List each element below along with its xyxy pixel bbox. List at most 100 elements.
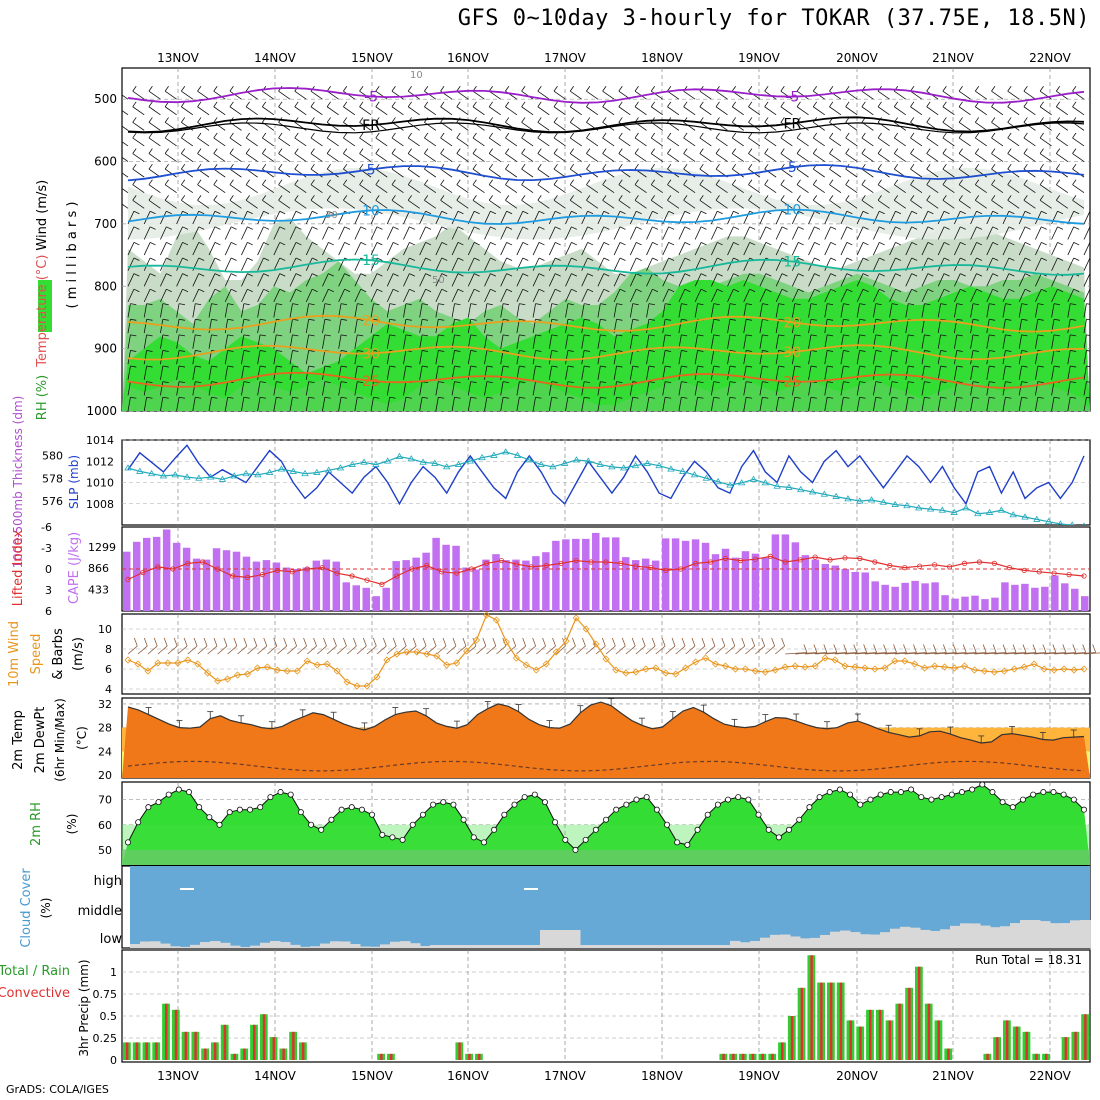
wind-barb bbox=[500, 303, 504, 318]
rh-point bbox=[440, 799, 447, 806]
wind-barb bbox=[667, 199, 680, 209]
wind-barb-flag bbox=[960, 210, 966, 215]
wind-barb bbox=[456, 153, 469, 162]
wind-barb-flag bbox=[324, 334, 331, 337]
wind-barb bbox=[937, 226, 945, 240]
wind-barb bbox=[532, 242, 540, 256]
wind-barb-flag bbox=[618, 148, 623, 154]
surface-wind-barb bbox=[227, 645, 238, 655]
wind-barb bbox=[419, 303, 423, 318]
wind-barb-flag bbox=[586, 179, 591, 185]
wind-barb bbox=[289, 397, 293, 411]
wind-barb bbox=[127, 273, 135, 287]
wind-barb bbox=[958, 199, 971, 209]
wind-barb bbox=[759, 211, 767, 225]
wind-barb bbox=[310, 106, 323, 116]
wind-barb-flag bbox=[602, 86, 607, 92]
credit-text: GrADS: COLA/IGES bbox=[6, 1083, 109, 1096]
wind-barb-flag bbox=[308, 303, 315, 306]
wind-barb-flag bbox=[891, 303, 898, 306]
wind-barb bbox=[213, 137, 226, 147]
wind-barb bbox=[732, 184, 744, 194]
surface-wind-barb bbox=[287, 645, 297, 655]
wind-barb-flag bbox=[829, 86, 834, 92]
li-point bbox=[767, 553, 773, 560]
li-tick: -3 bbox=[41, 542, 52, 555]
wind-barb bbox=[678, 257, 686, 271]
wind-barb-flag bbox=[360, 242, 367, 246]
low-cloud-bar bbox=[210, 941, 221, 948]
wind-barb-flag bbox=[247, 273, 253, 277]
wind-barb-flag bbox=[908, 303, 915, 306]
surface-wind-barb-flag bbox=[803, 644, 808, 653]
wind-barb-flag bbox=[195, 303, 202, 306]
thickness-point bbox=[714, 477, 722, 485]
wind-barb-flag bbox=[537, 148, 542, 154]
rh-point bbox=[389, 834, 396, 841]
wind-barb-flag bbox=[814, 273, 821, 277]
wind-barb bbox=[407, 137, 420, 147]
wind-barb-flag bbox=[924, 350, 931, 352]
wind-speed-point bbox=[562, 637, 570, 645]
wind-barb bbox=[273, 397, 277, 411]
wind-barb bbox=[148, 199, 161, 209]
cape-bar bbox=[332, 561, 341, 611]
wind-barb-flag bbox=[699, 101, 704, 107]
wind-barb bbox=[278, 153, 291, 162]
rh-point bbox=[196, 804, 203, 811]
wind-barb bbox=[1023, 153, 1036, 162]
wind-barb bbox=[856, 289, 864, 303]
wind-barb-flag bbox=[279, 257, 286, 261]
wind-barb bbox=[257, 397, 261, 411]
wind-barb-flag bbox=[699, 179, 704, 185]
wind-barb-flag bbox=[697, 365, 704, 368]
wind-barb bbox=[958, 137, 971, 147]
low-cloud-bar bbox=[740, 942, 751, 948]
isotherm-line bbox=[127, 87, 1085, 104]
surface-wind-barb bbox=[177, 645, 188, 655]
wind-barb-flag bbox=[245, 148, 250, 154]
wind-barb-flag bbox=[166, 257, 172, 261]
li-point bbox=[588, 559, 594, 565]
wind-barb bbox=[208, 303, 212, 318]
wind-barb bbox=[1023, 137, 1036, 147]
low-cloud-bar bbox=[1000, 926, 1011, 948]
date-label-bottom: 18NOV bbox=[641, 1069, 683, 1083]
wind-barb-flag bbox=[343, 101, 348, 107]
wind-barb-flag bbox=[1007, 132, 1012, 139]
wind-speed-point bbox=[413, 648, 421, 656]
cloud-tick: low bbox=[100, 932, 123, 947]
wind-speed-point bbox=[214, 677, 222, 685]
wind-barb-flag bbox=[1024, 210, 1031, 215]
wind-barb-flag bbox=[259, 334, 267, 337]
wind-barb-flag bbox=[407, 148, 412, 154]
wind-barb bbox=[905, 365, 909, 380]
wind-barb bbox=[467, 397, 472, 411]
surface-wind-barb-flag bbox=[372, 637, 377, 647]
wind-barb bbox=[548, 226, 556, 240]
wind-barb bbox=[160, 381, 164, 396]
wind-barb-flag bbox=[1041, 288, 1047, 293]
wind-barb bbox=[553, 184, 566, 194]
surface-wind-barb-flag bbox=[572, 637, 576, 647]
wind-barb-flag bbox=[603, 273, 610, 277]
wind-barb bbox=[160, 242, 167, 256]
wind-barb bbox=[986, 242, 994, 256]
wind-barb bbox=[192, 365, 196, 380]
wind-barb bbox=[829, 122, 842, 131]
wind-speed-point bbox=[204, 669, 212, 677]
cape-bar bbox=[1081, 596, 1089, 611]
wind-barb-flag bbox=[684, 257, 691, 261]
wind-barb bbox=[419, 226, 426, 240]
wind-barb-flag bbox=[861, 132, 866, 139]
cape-tick: 866 bbox=[88, 562, 109, 575]
wind-barb bbox=[921, 319, 925, 334]
surface-wind-barb bbox=[1024, 652, 1046, 655]
wind-barb-flag bbox=[684, 210, 691, 215]
li-point bbox=[1006, 564, 1012, 571]
wind-barb bbox=[861, 153, 874, 162]
wind-barb-flag bbox=[827, 303, 834, 306]
cape-tick: 433 bbox=[88, 584, 109, 597]
wind-barb bbox=[532, 273, 540, 287]
wind-barb bbox=[565, 365, 569, 380]
